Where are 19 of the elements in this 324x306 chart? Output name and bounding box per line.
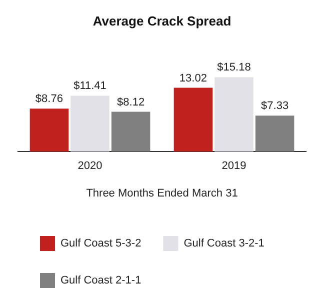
bar <box>70 96 110 152</box>
data-label: $8.12 <box>117 96 145 108</box>
data-label: $8.76 <box>35 93 63 106</box>
bar <box>255 116 294 152</box>
legend-label: Gulf Coast 3-2-1 <box>184 238 264 250</box>
legend-label: Gulf Coast 2-1-1 <box>60 274 142 287</box>
x-tick-label: 2019 <box>222 160 246 172</box>
chart-title: Average Crack Spread <box>92 13 232 28</box>
bar <box>214 77 254 152</box>
data-label: $7.33 <box>261 100 289 112</box>
bar <box>30 108 69 152</box>
data-label: $11.41 <box>74 80 106 92</box>
x-axis-title: Three Months Ended March 31 <box>86 187 238 200</box>
data-label: $15.18 <box>217 62 251 74</box>
legend-label: Gulf Coast 5-3-2 <box>60 238 142 250</box>
bar <box>111 112 150 152</box>
x-tick-label: 2020 <box>78 160 102 172</box>
data-label: 13.02 <box>179 72 207 84</box>
bar <box>174 88 213 152</box>
